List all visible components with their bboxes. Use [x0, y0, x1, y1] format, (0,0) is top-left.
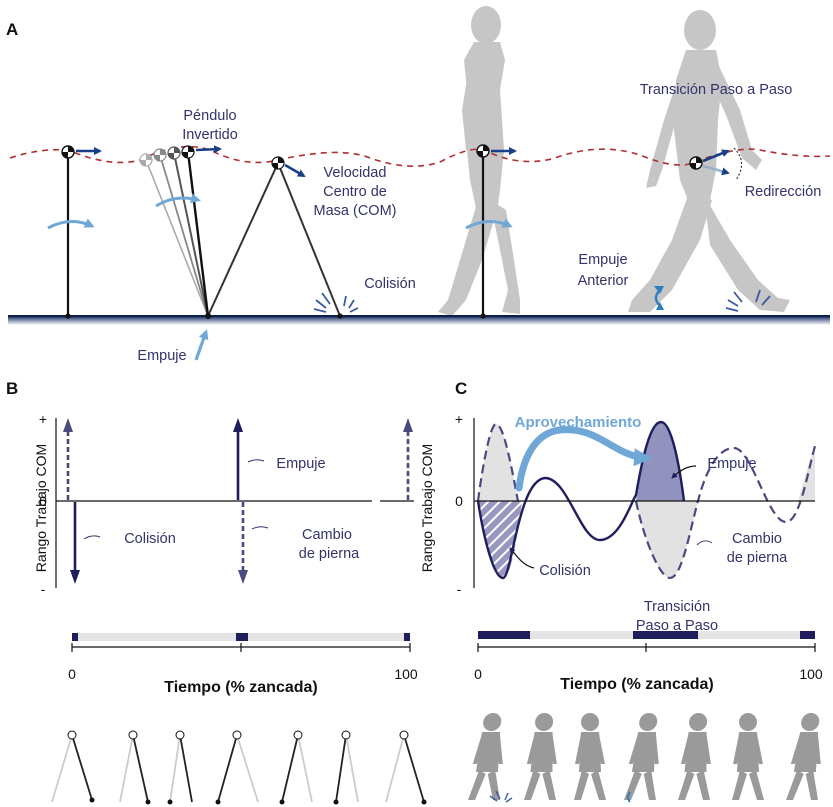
label-collision-a: Colisión: [364, 276, 416, 292]
y-zero-c: 0: [455, 493, 463, 509]
y-plus-b: +: [39, 411, 47, 427]
label-redirection: Redirección: [745, 184, 822, 200]
label-push-b: Empuje: [276, 456, 325, 472]
label-push-a: Empuje: [137, 348, 186, 364]
curve-dashed-2: [634, 445, 817, 580]
ground-line: [8, 315, 830, 325]
fill-leg-change-neg: [636, 501, 698, 578]
label-velocity-2: Centro de: [323, 184, 387, 200]
com-redirection: [654, 147, 771, 312]
label-collision-b: Colisión: [124, 531, 176, 547]
label-anterior-push-1: Empuje: [578, 252, 627, 268]
harvest-arrow: [515, 426, 652, 492]
collision-splash-icon: [313, 292, 359, 313]
callout-collision-c: [509, 547, 535, 569]
curve-dashed: [476, 422, 520, 502]
callout-leg-change-b: [251, 526, 269, 530]
y-minus-c: -: [457, 581, 462, 597]
label-leg-change-b-2: de pierna: [299, 546, 360, 562]
walking-silhouette-1: [438, 6, 520, 316]
impulse-arrows: [63, 418, 413, 584]
label-transition-c-2: Paso a Paso: [636, 618, 718, 634]
x-tick-0-b: 0: [68, 666, 76, 682]
x-tick-100-c: 100: [799, 666, 823, 682]
fill-leg-change-pos-start: [478, 424, 518, 501]
panel-letter-c: C: [455, 379, 467, 398]
y-minus-b: -: [41, 581, 46, 597]
label-harvest: Aprovechamiento: [515, 414, 642, 431]
callout-push-c: [671, 465, 697, 479]
panel-c: C Rango Trabajo COM + 0 - Aprovechamient…: [419, 379, 828, 803]
label-collision-c: Colisión: [539, 563, 591, 579]
pendulum-3: [465, 144, 517, 319]
label-leg-change-c-1: Cambio: [732, 531, 782, 547]
y-zero-b: 0: [39, 493, 47, 509]
x-tick-100-b: 100: [394, 666, 418, 682]
label-transition-a: Transición Paso a Paso: [640, 82, 793, 98]
anterior-push-small-icon: [627, 791, 631, 803]
panel-letter-b: B: [6, 379, 18, 398]
label-inverted-pendulum-2: Invertido: [182, 127, 238, 143]
walking-silhouette-2: [628, 10, 790, 312]
label-inverted-pendulum-1: Péndulo: [183, 108, 236, 124]
y-plus-c: +: [455, 411, 463, 427]
curve-solid-line: [476, 420, 686, 580]
y-axis-label-b: Rango Trabajo COM: [33, 444, 49, 572]
panel-b: B Rango Trabajo COM + 0 - Colisión Empuj…: [6, 379, 427, 805]
label-anterior-push-2: Anterior: [578, 273, 629, 289]
label-leg-change-c-2: de pierna: [727, 550, 788, 566]
callout-push-b: [247, 459, 265, 463]
label-velocity-1: Velocidad: [324, 165, 387, 181]
x-tick-0-c: 0: [474, 666, 482, 682]
label-push-c: Empuje: [707, 456, 756, 472]
label-transition-c-1: Transición: [644, 599, 710, 615]
callout-collision-b: [83, 535, 101, 540]
ground-surface: [8, 315, 830, 318]
label-velocity-3: Masa (COM): [314, 203, 397, 219]
collision-splash-3-icon: [489, 790, 513, 803]
panel-letter-a: A: [6, 20, 18, 39]
callout-leg-change-c: [696, 540, 713, 546]
panel-a: A: [6, 6, 831, 364]
stick-sequence-b: [51, 730, 427, 805]
pendulum-fan: [139, 145, 359, 361]
collision-splash-2-icon: [725, 289, 771, 312]
x-title-c: Tiempo (% zancada): [560, 676, 714, 693]
label-leg-change-b-1: Cambio: [302, 527, 352, 543]
x-title-b: Tiempo (% zancada): [164, 679, 318, 696]
walker-sequence-c: [468, 713, 828, 800]
y-axis-label-c: Rango Trabajo COM: [419, 444, 435, 572]
pendulum-1: [47, 145, 102, 319]
